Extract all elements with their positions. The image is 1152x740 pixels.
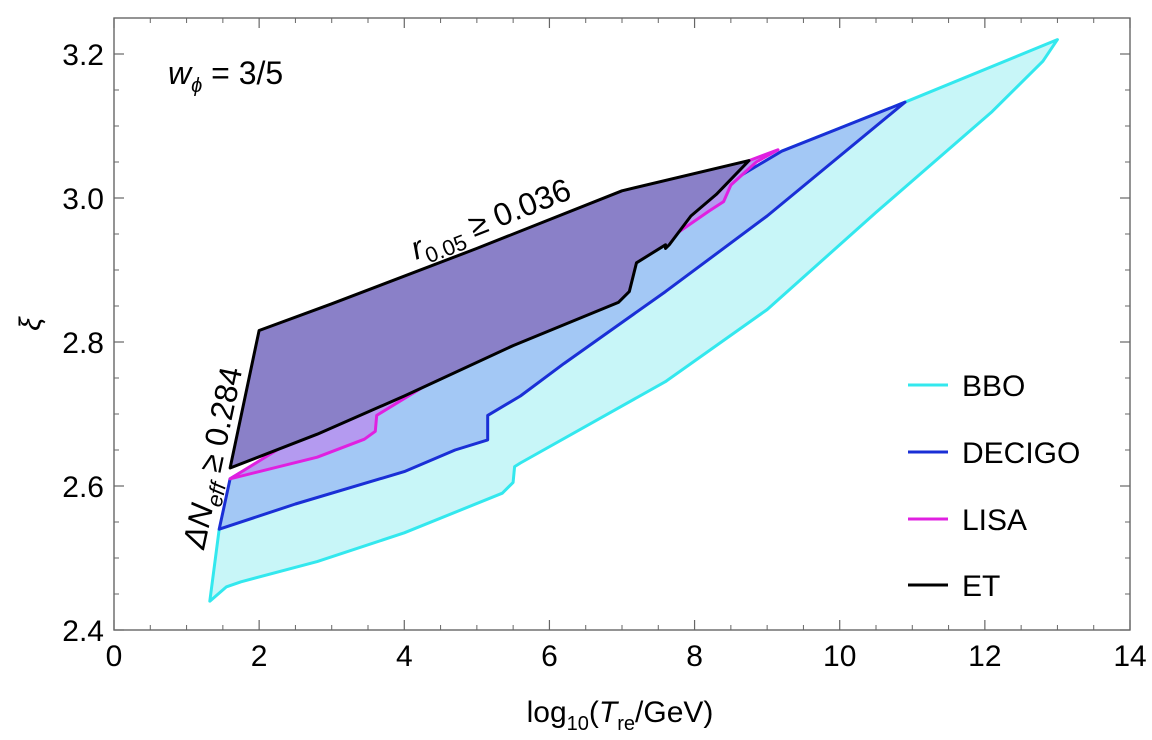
x-tick-label: 6 bbox=[541, 640, 558, 673]
y-tick-label: 2.8 bbox=[62, 327, 104, 360]
series-layer bbox=[208, 38, 1059, 603]
x-tick-label: 12 bbox=[968, 640, 1001, 673]
y-axis-label: ξ bbox=[14, 316, 47, 331]
legend: BBO DECIGO LISA ET bbox=[908, 370, 1080, 603]
x-tick-label: 2 bbox=[251, 640, 268, 673]
x-tick-label: 14 bbox=[1113, 640, 1146, 673]
tick-layer: 0 2 4 6 8 10 12 14 2.4 2.6 2.8 3.0 3.2 bbox=[62, 17, 1147, 673]
x-tick-label: 0 bbox=[106, 640, 123, 673]
x-tick-label: 4 bbox=[396, 640, 413, 673]
y-tick-label: 3.2 bbox=[62, 39, 104, 72]
x-axis-label: log10(Tre/GeV) bbox=[527, 696, 714, 735]
y-tick-label: 3.0 bbox=[62, 183, 104, 216]
region-et bbox=[228, 159, 751, 470]
legend-label-bbo: BBO bbox=[962, 370, 1025, 403]
legend-label-decigo: DECIGO bbox=[962, 437, 1080, 470]
y-tick-label: 2.4 bbox=[62, 615, 104, 648]
legend-label-lisa: LISA bbox=[962, 504, 1027, 537]
legend-label-et: ET bbox=[962, 570, 1000, 603]
annotation-w-phi: wϕ = 3/5 bbox=[168, 55, 283, 97]
y-tick-label: 2.6 bbox=[62, 471, 104, 504]
x-tick-label: 8 bbox=[686, 640, 703, 673]
x-tick-label: 10 bbox=[823, 640, 856, 673]
